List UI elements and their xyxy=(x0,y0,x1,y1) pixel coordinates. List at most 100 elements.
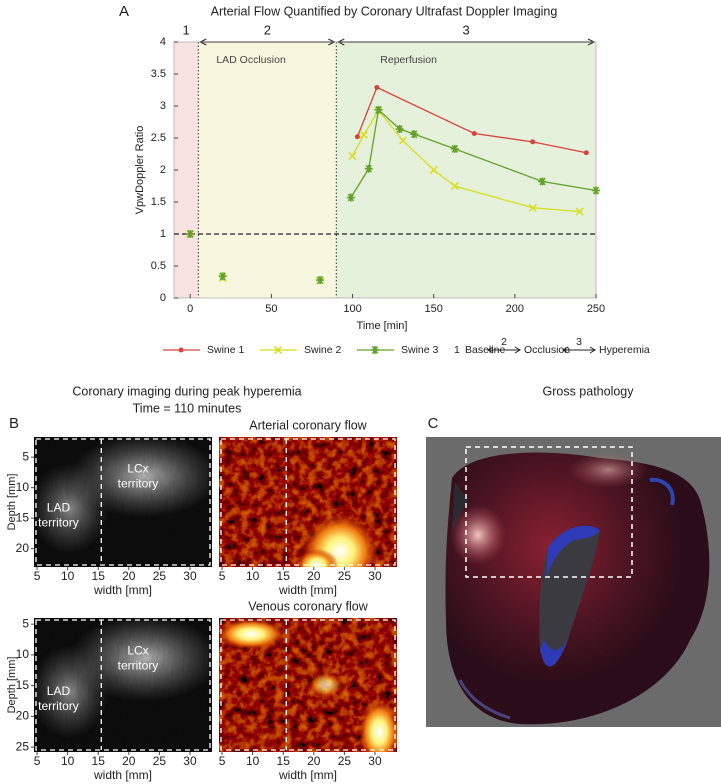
y-tick-label: 25 xyxy=(16,739,30,753)
panel-heading: Gross pathology xyxy=(542,384,634,398)
legend-number: 1 xyxy=(454,344,460,356)
x-axis-label: width [mm] xyxy=(93,583,152,597)
x-axis-label: width [mm] xyxy=(278,583,337,597)
ultrasound-image xyxy=(219,618,397,752)
y-tick-label: 10 xyxy=(16,480,30,494)
data-point xyxy=(395,125,404,134)
x-tick-label: 50 xyxy=(265,303,277,315)
speckle xyxy=(34,437,212,567)
phase-label: LAD Occlusion xyxy=(216,54,286,66)
phase-label: Reperfusion xyxy=(380,54,437,66)
y-tick-label: 3.5 xyxy=(151,68,166,80)
phase-region xyxy=(198,42,337,298)
y-tick-label: 0 xyxy=(160,292,166,304)
flow-hotspot xyxy=(219,618,287,651)
territory-label: LCx xyxy=(127,462,148,476)
y-axis-label: VpwDoppler Ratio xyxy=(134,126,146,215)
y-tick-label: 0.5 xyxy=(151,260,166,272)
data-point xyxy=(575,207,584,216)
x-tick-label: 25 xyxy=(153,754,167,768)
x-tick-label: 25 xyxy=(338,754,352,768)
image-body xyxy=(34,437,212,567)
x-axis-label: width [mm] xyxy=(278,768,337,782)
data-point xyxy=(538,177,547,186)
data-point xyxy=(359,130,368,139)
panel-heading: Coronary imaging during peak hyperemia xyxy=(72,384,301,398)
series-line xyxy=(350,108,597,198)
data-point xyxy=(592,186,600,195)
legend-marker xyxy=(178,347,184,353)
roi-frame xyxy=(35,438,211,566)
legend-label: Swine 3 xyxy=(401,344,439,356)
data-point xyxy=(450,144,459,153)
panel-label: A xyxy=(119,3,129,20)
flow-hotspot xyxy=(357,698,397,752)
x-tick-label: 25 xyxy=(338,569,352,583)
x-tick-label: 5 xyxy=(34,569,41,583)
x-tick-label: 5 xyxy=(219,754,226,768)
data-point xyxy=(186,230,195,238)
image-body xyxy=(219,618,397,752)
legend-label: Swine 1 xyxy=(207,344,245,356)
y-tick-label: 1.5 xyxy=(151,196,166,208)
phase-region xyxy=(336,42,596,298)
territory-label: LAD xyxy=(47,684,71,698)
y-tick-label: 4 xyxy=(160,36,166,48)
data-point xyxy=(530,139,536,145)
panel-label: C xyxy=(428,415,439,432)
x-tick-label: 30 xyxy=(368,754,382,768)
data-point xyxy=(374,105,383,114)
x-tick-label: 15 xyxy=(92,569,106,583)
x-tick-label: 100 xyxy=(343,303,361,315)
y-tick-label: 3 xyxy=(160,100,166,112)
speckle xyxy=(34,618,212,752)
territory-label: territory xyxy=(38,699,79,713)
y-tick-label: 2 xyxy=(160,164,166,176)
y-tick-label: 20 xyxy=(16,709,30,723)
legend-label: Baseline xyxy=(465,344,505,356)
x-tick-label: 15 xyxy=(92,754,106,768)
y-tick-label: 20 xyxy=(16,541,30,555)
panel-label: B xyxy=(9,415,19,432)
y-tick-label: 10 xyxy=(16,647,30,661)
phase-number: 1 xyxy=(183,22,190,37)
x-tick-label: 5 xyxy=(34,754,41,768)
data-point xyxy=(364,164,373,173)
phase-number: 3 xyxy=(463,22,470,37)
image-body xyxy=(34,618,212,752)
data-point xyxy=(410,130,419,139)
x-tick-label: 15 xyxy=(277,754,291,768)
y-tick-label: 5 xyxy=(22,616,29,630)
x-tick-label: 5 xyxy=(219,569,226,583)
data-point xyxy=(348,151,357,160)
x-axis-label: width [mm] xyxy=(93,768,152,782)
roi-frame xyxy=(35,619,211,751)
x-tick-label: 20 xyxy=(307,569,321,583)
legend-number: 3 xyxy=(576,336,582,348)
x-tick-label: 10 xyxy=(61,569,75,583)
x-tick-label: 20 xyxy=(122,754,136,768)
x-axis-label: Time [min] xyxy=(357,320,408,332)
x-tick-label: 200 xyxy=(506,303,524,315)
x-tick-label: 150 xyxy=(425,303,443,315)
chart-title: Arterial Flow Quantified by Coronary Ult… xyxy=(211,4,558,18)
x-tick-label: 10 xyxy=(246,569,260,583)
image-body xyxy=(219,437,397,567)
data-point xyxy=(374,84,380,90)
data-point xyxy=(528,203,537,212)
territory-label: LCx xyxy=(127,644,148,658)
y-tick-label: 1 xyxy=(160,228,166,240)
legend-arrow xyxy=(562,346,596,354)
phase-region xyxy=(174,42,199,298)
y-axis-label: Depth [mm] xyxy=(6,474,18,531)
x-tick-label: 30 xyxy=(183,754,197,768)
data-point xyxy=(354,134,360,140)
y-tick-label: 2.5 xyxy=(151,132,166,144)
y-axis-label: Depth [mm] xyxy=(6,657,18,714)
x-tick-label: 30 xyxy=(183,569,197,583)
data-point xyxy=(429,165,438,175)
legend-label: Hyperemia xyxy=(599,344,650,356)
